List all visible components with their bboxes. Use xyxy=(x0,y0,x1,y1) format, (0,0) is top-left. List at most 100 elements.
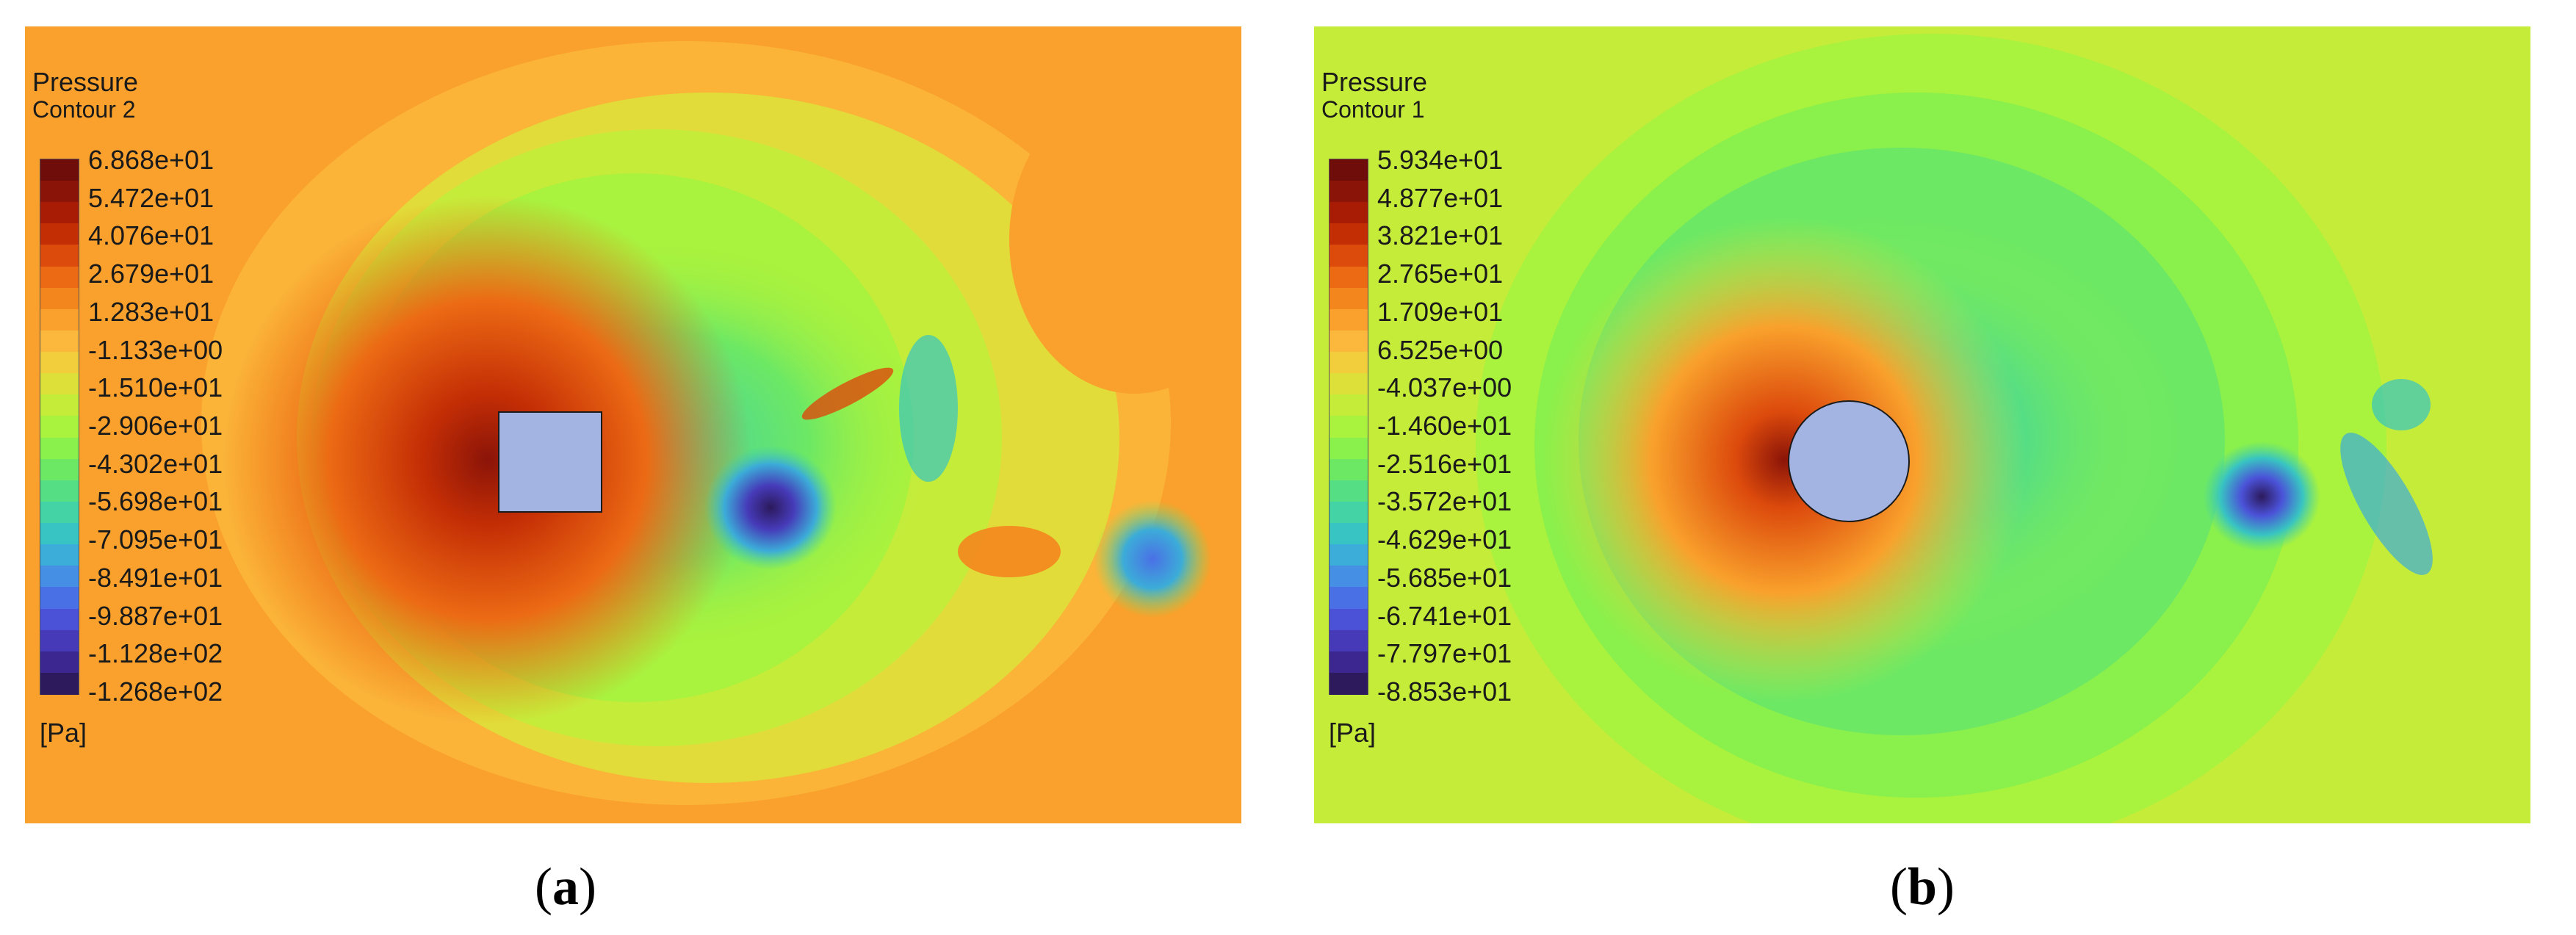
colorbar-segment xyxy=(40,416,79,438)
legend-unit-b: [Pa] xyxy=(1329,718,1377,748)
colorbar-segment xyxy=(1330,223,1368,246)
colorbar-tick-label: 5.934e+01 xyxy=(1377,145,1504,175)
colorbar-tick-label: 5.472e+01 xyxy=(88,182,214,213)
legend-title-b: Pressure xyxy=(1321,67,1428,97)
colorbar-segment xyxy=(1330,308,1368,331)
pressure-field-b xyxy=(1314,26,2530,823)
colorbar-segment xyxy=(40,181,79,203)
caption-a: (a) xyxy=(492,856,639,917)
colorbar-segment xyxy=(1330,480,1368,502)
colorbar-segment xyxy=(1330,566,1368,588)
colorbar-tick-label: -5.698e+01 xyxy=(88,486,223,517)
colorbar-tick-label: -4.037e+00 xyxy=(1377,372,1512,403)
colorbar-tick-label: -3.572e+01 xyxy=(1377,486,1512,517)
caption-b-open: ( xyxy=(1889,857,1908,916)
colorbar-tick-label: -8.491e+01 xyxy=(88,562,223,593)
colorbar-tick-label: -1.510e+01 xyxy=(88,372,223,403)
colorbar-segment xyxy=(1330,394,1368,417)
colorbar-segment xyxy=(40,437,79,460)
colorbar-segment xyxy=(40,566,79,588)
colorbar-segment xyxy=(1330,651,1368,674)
caption-a-letter: a xyxy=(552,857,579,916)
colorbar-tick-label: -1.268e+02 xyxy=(88,676,223,707)
colorbar-segment xyxy=(1330,245,1368,267)
colorbar-segment xyxy=(1330,287,1368,310)
colorbar-tick-label: -6.741e+01 xyxy=(1377,600,1512,631)
colorbar-segment xyxy=(40,672,79,695)
colorbar-segment xyxy=(40,373,79,395)
colorbar-tick-label: 4.877e+01 xyxy=(1377,182,1504,213)
colorbar-segment xyxy=(40,651,79,674)
colorbar-segment xyxy=(40,480,79,502)
colorbar-segment xyxy=(40,159,79,181)
colorbar-segment xyxy=(1330,608,1368,631)
colorbar-tick-label: -5.685e+01 xyxy=(1377,562,1512,593)
caption-b: (b) xyxy=(1849,856,1996,917)
colorbar-tick-label: -8.853e+01 xyxy=(1377,676,1512,707)
colorbar-tick-label: -4.629e+01 xyxy=(1377,524,1512,555)
colorbar-segment xyxy=(1330,159,1368,181)
legend-unit-a: [Pa] xyxy=(40,718,87,748)
legend-subtitle-b: Contour 1 xyxy=(1321,96,1425,123)
colorbar-segment xyxy=(40,287,79,310)
colorbar-segment xyxy=(40,330,79,353)
pressure-field-a xyxy=(25,26,1241,823)
colorbar-segment xyxy=(40,523,79,545)
colorbar-tick-label: 1.283e+01 xyxy=(88,296,214,327)
colorbar-segment xyxy=(1330,523,1368,545)
caption-b-letter: b xyxy=(1907,857,1938,916)
colorbar-segment xyxy=(40,501,79,524)
colorbar-tick-label: -2.906e+01 xyxy=(88,411,223,441)
legend-a: Pressure Contour 2 [Pa] 6.868e+01 5.472e+… xyxy=(32,67,223,748)
colorbar-segment xyxy=(40,202,79,224)
colorbar-tick-label: 2.679e+01 xyxy=(88,259,214,289)
colorbar-segment xyxy=(40,394,79,417)
colorbar-segment xyxy=(40,608,79,631)
colorbar-tick-label: -1.133e+00 xyxy=(88,334,223,365)
colorbar-segment xyxy=(40,266,79,289)
colorbar-segment xyxy=(1330,330,1368,353)
caption-b-close: ) xyxy=(1937,857,1955,916)
colorbar-segment xyxy=(1330,373,1368,395)
colorbar-segment xyxy=(40,587,79,610)
colorbar-segment xyxy=(1330,501,1368,524)
caption-a-open: ( xyxy=(535,857,552,916)
colorbar-b xyxy=(1329,159,1368,695)
colorbar-tick-label: 1.709e+01 xyxy=(1377,296,1504,327)
colorbar-segment xyxy=(1330,629,1368,652)
colorbar-tick-label: -2.516e+01 xyxy=(1377,448,1512,479)
colorbar-segment xyxy=(1330,437,1368,460)
caption-a-close: ) xyxy=(579,857,596,916)
colorbar-segment xyxy=(40,352,79,374)
colorbar-segment xyxy=(1330,352,1368,374)
legend-subtitle-a: Contour 2 xyxy=(32,96,136,123)
square-obstacle xyxy=(498,411,602,513)
colorbar-tick-label: 6.868e+01 xyxy=(88,145,214,175)
colorbar-segment xyxy=(1330,181,1368,203)
colorbar-segment xyxy=(40,458,79,481)
colorbar-tick-label: 3.821e+01 xyxy=(1377,220,1504,251)
legend-title-a: Pressure xyxy=(32,67,139,97)
colorbar-segment xyxy=(40,629,79,652)
colorbar-tick-label: 6.525e+00 xyxy=(1377,334,1504,365)
colorbar-segment xyxy=(40,223,79,246)
colorbar-tick-label: 2.765e+01 xyxy=(1377,259,1504,289)
colorbar-segment xyxy=(40,308,79,331)
colorbar-segment xyxy=(1330,587,1368,610)
contour-panel-a: Pressure Contour 2 [Pa] 6.868e+01 5.472e+… xyxy=(25,26,1241,823)
colorbar-tick-label: 4.076e+01 xyxy=(88,220,214,251)
circular-obstacle xyxy=(1788,400,1910,522)
colorbar-segment xyxy=(1330,266,1368,289)
colorbar-segment xyxy=(1330,202,1368,224)
colorbar-tick-label: -7.095e+01 xyxy=(88,524,223,555)
contour-panel-b: Pressure Contour 1 [Pa] 5.934e+01 4.877e+… xyxy=(1314,26,2530,823)
colorbar-a xyxy=(40,159,79,695)
colorbar-segment xyxy=(1330,458,1368,481)
colorbar-tick-label: -1.460e+01 xyxy=(1377,411,1512,441)
colorbar-segment xyxy=(1330,672,1368,695)
colorbar-segment xyxy=(40,245,79,267)
legend-b: Pressure Contour 1 [Pa] 5.934e+01 4.877e+… xyxy=(1321,67,1512,748)
colorbar-tick-label: -9.887e+01 xyxy=(88,600,223,631)
colorbar-segment xyxy=(1330,416,1368,438)
colorbar-tick-label: -1.128e+02 xyxy=(88,638,223,669)
